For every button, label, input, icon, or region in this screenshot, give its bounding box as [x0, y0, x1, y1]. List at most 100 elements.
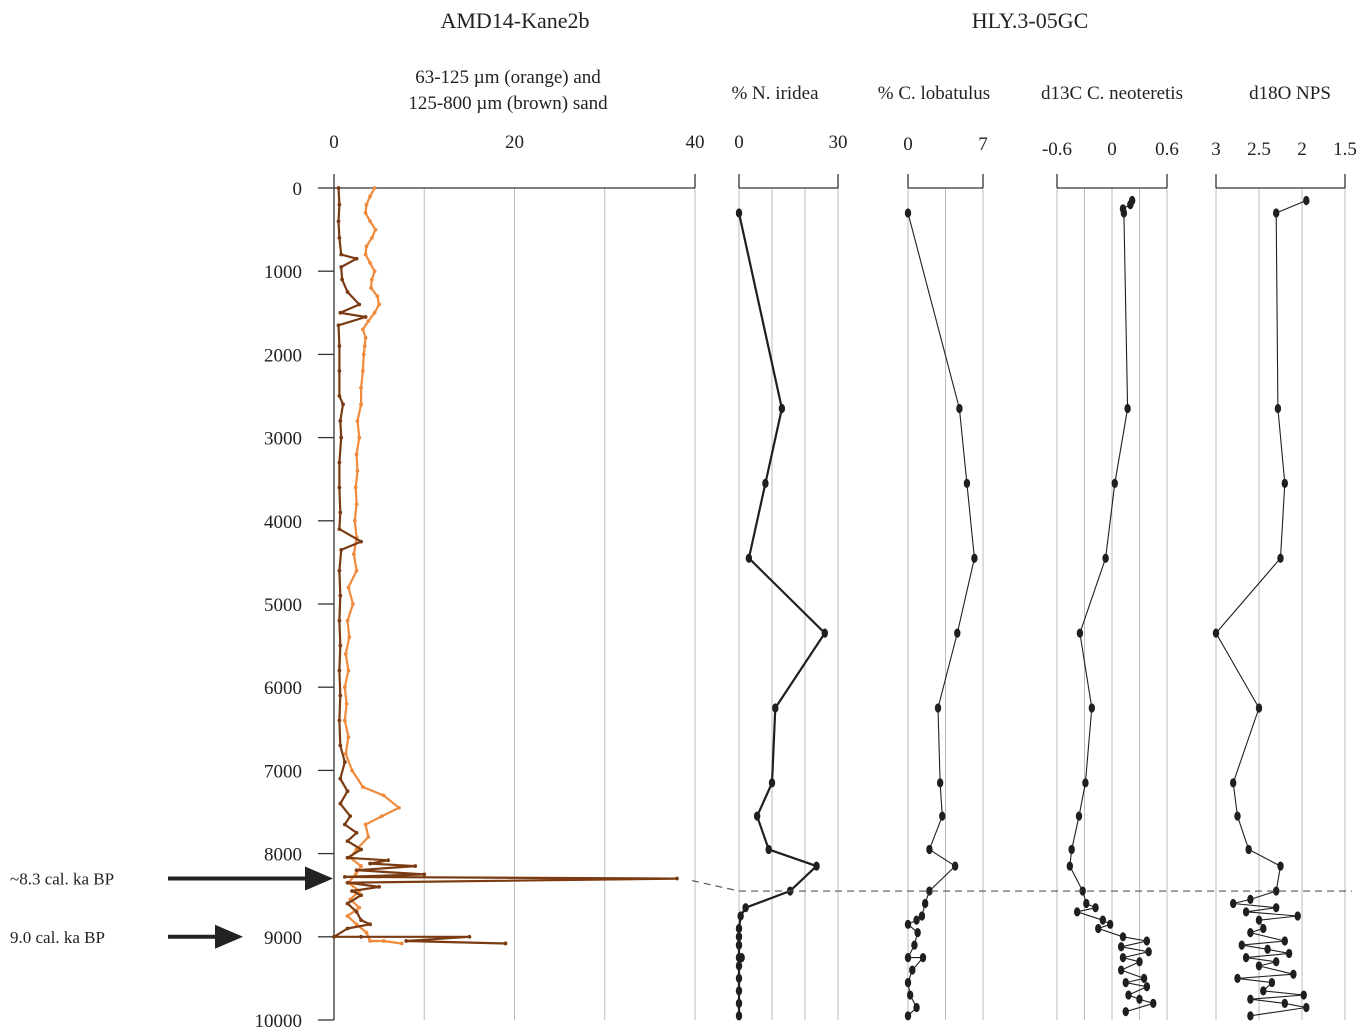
y-tick-label-6000: 6000	[264, 678, 302, 699]
data-point-p1-s0-20	[735, 986, 743, 996]
data-point-p1-s0-0	[735, 208, 743, 218]
data-point-p2-s0-22	[913, 1002, 920, 1013]
data-point-p3-s0-14	[1083, 898, 1090, 909]
data-point-p3-s0-11	[1068, 844, 1075, 855]
x-tick-label-p3-0.6: 0.6	[1155, 139, 1179, 160]
data-point-p0-s0-39	[346, 668, 351, 673]
data-point-p0-s0-3	[363, 211, 368, 215]
data-point-p0-s1-60	[359, 934, 363, 939]
x-tick-label-p0-0: 0	[329, 132, 339, 153]
data-point-p0-s1-34	[338, 776, 343, 781]
data-point-p4-s0-20	[1281, 936, 1289, 946]
data-point-p0-s0-20	[361, 352, 366, 357]
data-point-p0-s1-25	[337, 568, 342, 573]
data-point-p0-s0-0	[372, 186, 377, 190]
data-point-p4-s0-14	[1273, 903, 1280, 913]
data-point-p0-s0-44	[343, 751, 348, 756]
axes-layer: 0100020003000400050006000700080009000100…	[255, 132, 1357, 1032]
y-tick-label-9000: 9000	[264, 928, 302, 949]
data-point-p0-s0-27	[355, 468, 360, 473]
x-tick-label-p3-0: 0	[1107, 139, 1117, 160]
annotation-layer: ~8.3 cal. ka BP 9.0 cal. ka BP	[10, 866, 1352, 949]
data-point-p2-s0-4	[954, 628, 961, 638]
data-point-p2-s0-0	[904, 208, 912, 218]
arrow-head-0	[305, 866, 333, 891]
data-point-p0-s1-11	[363, 315, 368, 319]
data-point-p4-s0-32	[1247, 994, 1254, 1004]
panel-title-n-iridea: % N. iridea	[731, 83, 819, 104]
data-point-p1-s0-12	[737, 911, 744, 921]
data-point-p4-s0-4	[1277, 553, 1284, 563]
y-tick-label-7000: 7000	[264, 761, 302, 782]
data-point-p2-s0-18	[919, 953, 927, 963]
data-point-p3-s0-10	[1075, 811, 1083, 821]
data-point-p2-s0-8	[926, 844, 933, 855]
data-point-p0-s1-26	[338, 593, 343, 598]
data-point-p3-s0-15	[1092, 903, 1099, 913]
series-line-p1-s0	[737, 212, 826, 1016]
data-point-p0-s0-29	[354, 502, 359, 507]
data-point-p3-s0-21	[1143, 936, 1151, 946]
data-point-p0-s1-58	[345, 926, 350, 931]
data-point-p0-s1-38	[342, 822, 347, 827]
data-point-p2-s0-14	[904, 919, 912, 929]
data-point-p1-s0-14	[735, 932, 743, 942]
data-point-p0-s0-5	[373, 227, 378, 232]
data-point-p0-s0-46	[360, 785, 365, 789]
data-point-p0-s1-23	[359, 539, 363, 544]
data-point-p3-s0-7	[1076, 628, 1084, 638]
data-point-p0-s0-12	[369, 285, 373, 290]
data-point-p0-s1-48	[342, 874, 347, 879]
data-point-p3-s0-12	[1066, 861, 1074, 871]
panel-title-d18o: d18O NPS	[1249, 83, 1331, 104]
y-tick-label-8000: 8000	[264, 845, 302, 866]
data-point-p4-s0-21	[1238, 940, 1246, 950]
data-point-p3-s0-31	[1136, 994, 1143, 1004]
data-point-p2-s0-15	[914, 928, 921, 938]
data-point-p1-s0-2	[762, 478, 769, 488]
series-line-p2-s0	[907, 212, 975, 1017]
data-point-p4-s0-1	[1273, 208, 1280, 218]
data-point-p2-s0-20	[904, 977, 912, 988]
data-point-p0-s1-37	[348, 814, 353, 819]
data-point-p0-s0-41	[344, 701, 349, 706]
data-point-p0-s0-6	[370, 236, 374, 240]
data-point-p2-s0-1	[956, 403, 963, 414]
y-tick-label-3000: 3000	[264, 429, 302, 450]
data-point-p0-s1-46	[354, 868, 359, 873]
data-point-p4-s0-30	[1260, 986, 1267, 996]
data-point-p0-s1-29	[337, 668, 342, 673]
x-tick-label-p4-2.5: 2.5	[1247, 139, 1271, 160]
data-point-p0-s0-60	[345, 914, 350, 918]
data-point-p4-s0-25	[1273, 957, 1280, 967]
data-point-p4-s0-13	[1230, 898, 1237, 909]
data-point-p0-s0-18	[363, 335, 368, 340]
data-point-p0-s1-28	[338, 643, 343, 648]
data-point-p0-s1-12	[336, 323, 341, 328]
data-point-p0-s0-17	[360, 327, 365, 332]
data-point-p3-s0-4	[1124, 403, 1131, 414]
data-point-p4-s0-0	[1303, 195, 1310, 206]
data-point-p0-s0-9	[368, 260, 372, 265]
data-point-p2-s0-23	[904, 1011, 912, 1021]
data-point-p3-s0-29	[1143, 982, 1151, 992]
data-point-p4-s0-17	[1255, 915, 1263, 925]
data-point-p4-s0-19	[1247, 928, 1254, 938]
data-point-p3-s0-3	[1120, 208, 1128, 218]
data-point-p0-s1-2	[336, 219, 341, 224]
data-point-p0-s1-62	[404, 939, 409, 943]
data-point-p4-s0-10	[1277, 861, 1284, 871]
data-point-p0-s0-59	[357, 905, 362, 910]
data-point-p1-s0-22	[735, 1011, 743, 1021]
data-point-p0-s0-26	[354, 452, 359, 457]
data-point-p1-s0-13	[735, 923, 743, 934]
data-point-p0-s0-54	[359, 864, 363, 868]
data-point-p3-s0-33	[1122, 1007, 1129, 1017]
data-point-p0-s1-30	[338, 693, 343, 698]
data-point-p2-s0-10	[926, 886, 933, 896]
data-point-p0-s1-40	[345, 839, 350, 844]
data-point-p0-s1-31	[337, 718, 342, 723]
x-tick-label-p1-30: 30	[829, 132, 848, 153]
data-point-p3-s0-26	[1117, 965, 1125, 975]
